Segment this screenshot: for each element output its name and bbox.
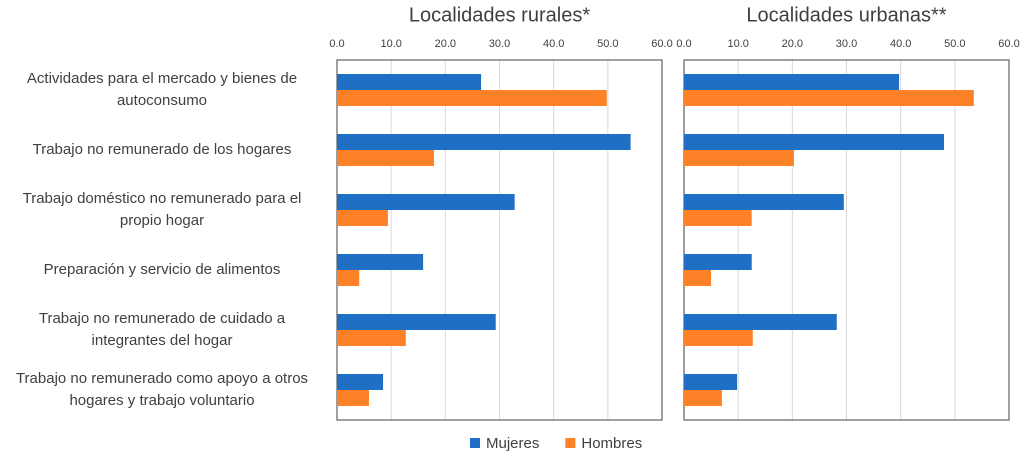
plot-frame <box>683 59 1010 421</box>
x-tick-label: 10.0 <box>727 38 748 50</box>
bar <box>684 270 712 286</box>
x-tick-label: 30.0 <box>836 38 857 50</box>
x-tick-label: 40.0 <box>890 38 911 50</box>
bar <box>684 314 837 330</box>
bar <box>684 390 722 406</box>
bar <box>684 210 752 226</box>
chart-title: Localidades urbanas** <box>746 4 946 26</box>
bar <box>684 330 753 346</box>
x-tick-label: 60.0 <box>998 38 1019 50</box>
bar <box>684 194 844 210</box>
x-tick-label: 0.0 <box>676 38 691 50</box>
bar <box>337 374 384 390</box>
bar <box>337 314 496 330</box>
x-tick-label: 60.0 <box>651 38 672 50</box>
bar <box>337 134 631 150</box>
bar <box>684 254 752 270</box>
bar <box>337 90 607 106</box>
bar <box>337 270 360 286</box>
plot-frame <box>336 59 663 421</box>
x-tick-label: 20.0 <box>435 38 456 50</box>
category-label: Trabajo no remunerado de cuidado a integ… <box>38 310 286 349</box>
category-label: Trabajo no remunerado de los hogares <box>32 141 292 158</box>
bar <box>337 210 388 226</box>
legend-swatch <box>565 438 576 448</box>
category-label: Actividades para el mercado y bienes de … <box>26 70 298 109</box>
bar <box>337 330 406 346</box>
category-label: Trabajo doméstico no remunerado para el … <box>22 190 302 229</box>
bar <box>684 150 794 166</box>
x-tick-label: 30.0 <box>489 38 510 50</box>
x-tick-label: 0.0 <box>329 38 344 50</box>
x-tick-label: 20.0 <box>782 38 803 50</box>
x-tick-label: 40.0 <box>543 38 564 50</box>
legend-label: Mujeres <box>486 435 539 452</box>
category-label: Trabajo no remunerado como apoyo a otros… <box>15 370 309 409</box>
category-label: Preparación y servicio de alimentos <box>43 261 281 278</box>
bar <box>337 74 482 90</box>
bar <box>337 194 515 210</box>
bar <box>684 134 944 150</box>
bar <box>684 374 738 390</box>
bar <box>337 390 369 406</box>
legend-label: Hombres <box>581 435 642 452</box>
bar <box>684 74 900 90</box>
legend-swatch <box>470 438 480 448</box>
bar <box>684 90 974 106</box>
x-tick-label: 50.0 <box>944 38 965 50</box>
bar <box>337 150 434 166</box>
chart-title: Localidades rurales* <box>409 4 590 26</box>
x-tick-label: 50.0 <box>597 38 618 50</box>
x-tick-label: 10.0 <box>380 38 401 50</box>
bar <box>337 254 424 270</box>
